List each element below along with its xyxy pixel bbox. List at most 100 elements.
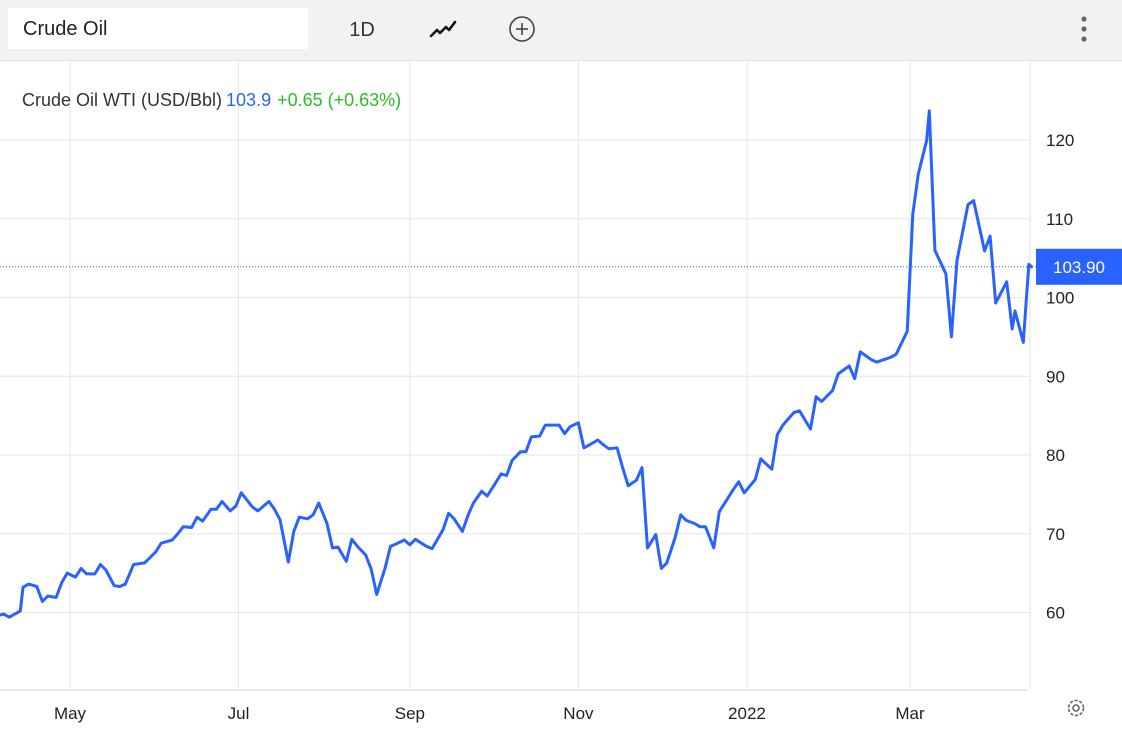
line-chart-icon[interactable] (425, 12, 461, 48)
data-point (596, 438, 599, 442)
y-tick-label: 110 (1046, 210, 1073, 229)
data-point (679, 513, 682, 516)
data-point (403, 538, 406, 542)
data-point (234, 505, 237, 508)
y-tick-label: 100 (1046, 289, 1074, 308)
data-point (41, 600, 44, 603)
data-point (79, 567, 83, 570)
data-point (1011, 327, 1014, 331)
data-point (472, 501, 475, 505)
data-point (524, 450, 528, 453)
data-point (461, 530, 464, 533)
data-point (154, 550, 157, 554)
data-point (660, 567, 663, 570)
data-point (93, 572, 97, 576)
data-point (143, 561, 146, 565)
data-point (906, 330, 909, 333)
data-point (607, 447, 610, 450)
data-point (292, 530, 295, 533)
data-point (176, 532, 179, 535)
data-point (27, 582, 30, 586)
data-point (895, 353, 898, 356)
price-tag: 103.90 (1036, 248, 1122, 285)
data-point (55, 596, 58, 599)
gear-icon[interactable] (1062, 694, 1090, 722)
interval-button[interactable]: 1D (349, 19, 375, 41)
data-point (781, 423, 785, 427)
data-point (848, 364, 851, 368)
data-point (171, 538, 174, 542)
data-point (1030, 265, 1033, 268)
data-point (491, 486, 494, 489)
data-point (809, 427, 812, 431)
data-point (414, 538, 417, 541)
x-tick-label: Jul (228, 704, 250, 723)
data-point (356, 545, 359, 548)
data-point (383, 567, 387, 570)
data-point (278, 518, 282, 521)
data-point (685, 519, 688, 522)
data-point (568, 425, 572, 428)
data-point (602, 443, 605, 446)
data-point (776, 433, 779, 436)
data-point (46, 594, 50, 598)
data-point (364, 553, 367, 557)
data-point (646, 546, 649, 550)
data-point (425, 545, 428, 548)
data-point (215, 508, 218, 511)
data-point (665, 561, 668, 565)
data-point (621, 466, 624, 469)
data-point (466, 514, 470, 517)
data-point (480, 490, 483, 493)
data-point (718, 510, 721, 513)
data-point (983, 249, 986, 253)
data-point (538, 434, 541, 438)
data-point (557, 423, 561, 427)
data-point (510, 459, 514, 462)
data-point (831, 389, 834, 392)
data-point (113, 584, 116, 587)
data-point (389, 545, 392, 548)
data-point (312, 513, 315, 516)
data-point (549, 423, 552, 427)
x-tick-label: Mar (895, 704, 925, 723)
legend-value: 103.9 (226, 90, 272, 110)
data-point (394, 542, 398, 546)
data-point (430, 547, 434, 550)
legend-series-name: Crude Oil WTI (USD/Bbl) (22, 90, 223, 110)
data-point (917, 172, 920, 176)
data-point (563, 432, 566, 435)
data-point (182, 525, 185, 528)
y-tick-label: 60 (1046, 604, 1065, 623)
data-point (256, 509, 260, 513)
data-point (770, 468, 773, 471)
more-vertical-icon[interactable] (1066, 12, 1102, 48)
symbol-search-input[interactable] (8, 8, 308, 49)
data-point (331, 546, 334, 550)
data-point (754, 478, 757, 481)
data-point (336, 545, 340, 549)
data-point (814, 395, 818, 398)
data-point (925, 139, 928, 142)
series-line (0, 109, 1034, 619)
data-point (966, 203, 970, 206)
data-point (820, 400, 823, 403)
data-point (267, 500, 271, 503)
data-point (944, 272, 948, 276)
y-tick-label: 120 (1046, 131, 1074, 150)
data-point (137, 562, 141, 565)
data-point (273, 508, 276, 511)
data-point (251, 505, 254, 509)
data-point (66, 571, 69, 575)
data-point (452, 517, 456, 520)
data-point (1027, 263, 1031, 266)
add-circle-icon[interactable] (504, 12, 540, 48)
data-point (635, 479, 638, 482)
data-point (298, 516, 301, 519)
data-point (1005, 280, 1008, 283)
data-point (972, 199, 975, 202)
toolbar: 1D (0, 0, 1122, 61)
data-point (447, 512, 450, 515)
data-point (118, 585, 121, 588)
